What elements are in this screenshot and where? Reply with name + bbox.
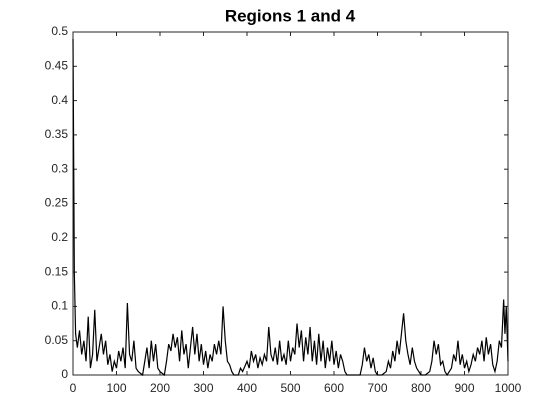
x-tick-label: 900: [454, 381, 474, 395]
y-tick-label: 0.35: [45, 127, 69, 141]
line: [72, 38, 509, 377]
x-tick-label: 200: [150, 381, 170, 395]
x-tick-label: 600: [324, 381, 344, 395]
x-tick-label: 0: [70, 381, 77, 395]
y-tick-label: 0.5: [51, 24, 68, 38]
y-tick-label: 0: [61, 367, 68, 381]
y-tick-label: 0.45: [45, 58, 69, 72]
x-tick-label: 800: [411, 381, 431, 395]
x-tick-label: 500: [280, 381, 300, 395]
y-tick-label: 0.05: [45, 333, 69, 347]
y-tick-label: 0.2: [51, 230, 68, 244]
plot-area: [72, 31, 509, 376]
x-tick-label: 300: [193, 381, 213, 395]
x-tick-label: 100: [106, 381, 126, 395]
x-tick-label: 1000: [495, 381, 522, 395]
chart-title: Regions 1 and 4: [225, 6, 356, 25]
y-tick-label: 0.1: [51, 299, 68, 313]
y-tick-label: 0.15: [45, 264, 69, 278]
x-tick-label: 400: [237, 381, 257, 395]
x-tick-label: 700: [367, 381, 387, 395]
y-tick-label: 0.4: [51, 93, 68, 107]
y-tick-label: 0.25: [45, 196, 69, 210]
y-tick-label: 0.3: [51, 161, 68, 175]
